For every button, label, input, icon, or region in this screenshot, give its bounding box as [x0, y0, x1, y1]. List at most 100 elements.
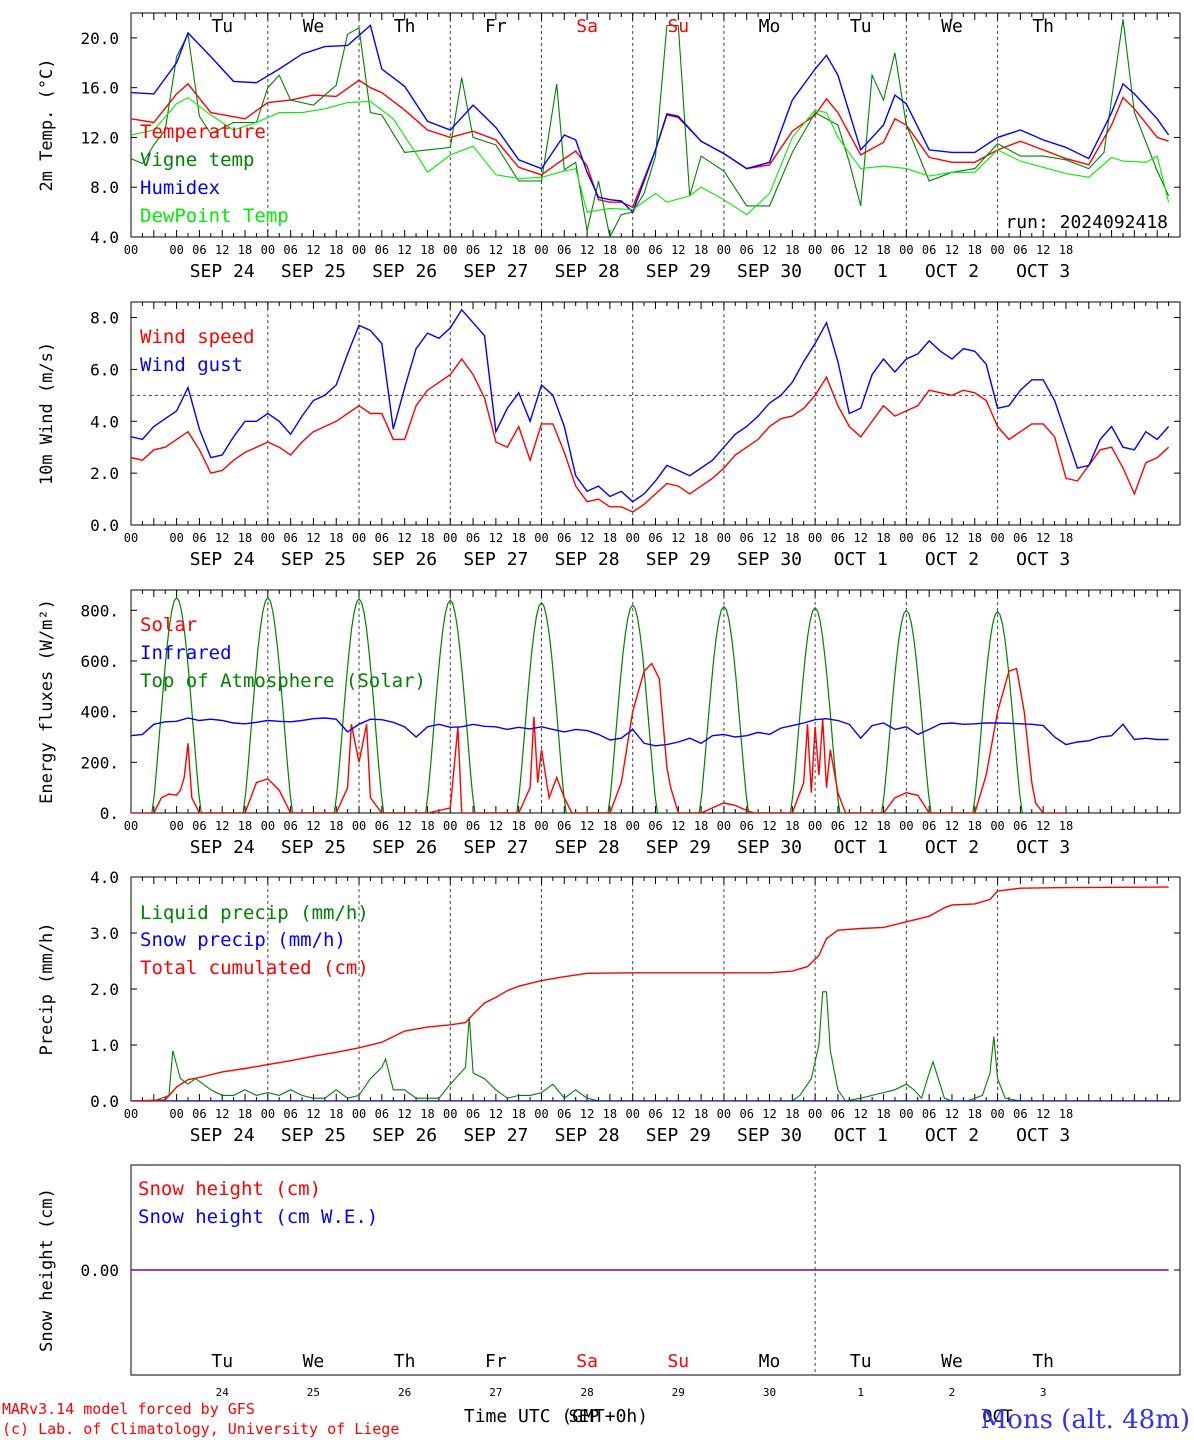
hour-tick-label: 18	[603, 1107, 617, 1121]
hour-tick-label: 12	[671, 1107, 685, 1121]
y-tick-label: 8.0	[90, 309, 119, 328]
date-label: SEP 24	[190, 837, 255, 858]
weekday-label: Tu	[850, 16, 872, 37]
hour-tick-label: 18	[1059, 819, 1073, 833]
date-label: SEP 25	[281, 549, 346, 570]
date-label: SEP 27	[463, 837, 528, 858]
hour-tick-label: 18	[603, 531, 617, 545]
weekday-label: Fr	[485, 16, 507, 37]
panel-3: 00 06 12 18 SEP 24 00 06 12 18 SEP 25 00 06 12 18 SEP …	[37, 589, 1181, 858]
date-label: OCT 1	[834, 261, 888, 282]
hour-tick-label: 06	[922, 819, 936, 833]
hour-tick-label: 12	[945, 243, 959, 257]
y-tick-label: 4.0	[90, 868, 119, 887]
hour-tick-label: 06	[831, 243, 845, 257]
y-tick-label: 200.	[80, 753, 119, 772]
weekday-label: Mo	[759, 1351, 781, 1372]
hour-tick-label: 00	[717, 819, 731, 833]
legend-entry: Top of Atmosphere (Solar)	[140, 670, 426, 692]
hour-tick-label: 00	[124, 819, 138, 833]
hour-tick-label: 06	[375, 819, 389, 833]
y-tick-label: 0.	[100, 804, 119, 823]
hour-tick-label: 00	[717, 1107, 731, 1121]
x-axis-title: Time UTC (GMT+0h)	[464, 1406, 648, 1427]
day-number: 30	[763, 1386, 776, 1399]
y-tick-label: 4.0	[90, 228, 119, 247]
hour-tick-label: 00	[169, 531, 183, 545]
hour-tick-label: 18	[329, 243, 343, 257]
hour-tick-label: 00	[261, 1107, 275, 1121]
series-line-infrared	[131, 717, 1169, 747]
date-label: SEP 26	[372, 1125, 437, 1146]
hour-tick-label: 00	[808, 819, 822, 833]
legend-entry: Temperature	[140, 121, 266, 143]
hour-tick-label: 00	[352, 531, 366, 545]
hour-tick-label: 00	[443, 243, 457, 257]
hour-tick-label: 00	[625, 243, 639, 257]
hour-tick-label: 18	[694, 243, 708, 257]
y-tick-label: 2.0	[90, 464, 119, 483]
hour-tick-label: 12	[580, 531, 594, 545]
hour-tick-label: 18	[968, 531, 982, 545]
y-tick-label: 0.00	[80, 1261, 119, 1280]
hour-tick-label: 12	[580, 243, 594, 257]
date-label: OCT 3	[1016, 261, 1070, 282]
weekday-label: Su	[667, 16, 689, 37]
hour-tick-label: 12	[762, 531, 776, 545]
hour-tick-label: 18	[511, 1107, 525, 1121]
hour-tick-label: 00	[534, 1107, 548, 1121]
hour-tick-label: 00	[990, 243, 1004, 257]
day-number: 29	[672, 1386, 685, 1399]
weekday-label: Sa	[576, 1351, 598, 1372]
hour-tick-label: 12	[397, 1107, 411, 1121]
day-number: 1	[857, 1386, 864, 1399]
hour-tick-label: 06	[283, 243, 297, 257]
date-label: SEP 29	[646, 549, 711, 570]
hour-tick-label: 12	[671, 819, 685, 833]
date-label: SEP 26	[372, 549, 437, 570]
hour-tick-label: 12	[1036, 1107, 1050, 1121]
hour-tick-label: 18	[968, 1107, 982, 1121]
hour-tick-label: 12	[854, 819, 868, 833]
y-axis-label: 2m Temp. (°C)	[37, 58, 57, 191]
hour-tick-label: 06	[1013, 243, 1027, 257]
hour-tick-label: 12	[489, 243, 503, 257]
legend-entry: Vigne temp	[140, 149, 254, 171]
hour-tick-label: 18	[420, 531, 434, 545]
panel-2: 00 06 12 18 SEP 24 00 06 12 18 SEP 25 00 06 12 18 SEP …	[37, 301, 1181, 570]
weekday-label: We	[303, 1351, 325, 1372]
weekday-label: Th	[1032, 16, 1054, 37]
panel-1: 00 06 12 18 SEP 24 00 06 12 18 SEP 25 00 06 12 18 SEP …	[37, 12, 1181, 282]
y-tick-label: 0.0	[90, 516, 119, 535]
hour-tick-label: 00	[261, 531, 275, 545]
hour-tick-label: 00	[352, 1107, 366, 1121]
plot-area	[131, 19, 1170, 237]
date-label: SEP 25	[281, 261, 346, 282]
weekday-label: Th	[394, 16, 416, 37]
legend-entry: Wind gust	[140, 354, 243, 376]
hour-tick-label: 12	[306, 531, 320, 545]
date-label: OCT 1	[834, 1125, 888, 1146]
hour-tick-label: 06	[739, 819, 753, 833]
y-tick-label: 16.0	[80, 79, 119, 98]
hour-tick-label: 06	[831, 1107, 845, 1121]
hour-tick-label: 06	[648, 1107, 662, 1121]
day-number: 28	[580, 1386, 593, 1399]
hour-tick-label: 12	[489, 531, 503, 545]
weekday-label: Tu	[211, 16, 233, 37]
y-tick-label: 800.	[80, 601, 119, 620]
hour-tick-label: 12	[397, 243, 411, 257]
hour-tick-label: 00	[443, 1107, 457, 1121]
hour-tick-label: 06	[192, 819, 206, 833]
date-label: SEP 27	[463, 261, 528, 282]
weekday-label: Fr	[485, 1351, 507, 1372]
weekday-label: Tu	[850, 1351, 872, 1372]
hour-tick-label: 18	[238, 243, 252, 257]
hour-tick-label: 00	[625, 531, 639, 545]
y-tick-label: 0.0	[90, 1092, 119, 1111]
hour-tick-label: 00	[899, 243, 913, 257]
date-label: OCT 2	[925, 261, 979, 282]
hour-tick-label: 06	[375, 1107, 389, 1121]
hour-tick-label: 12	[580, 819, 594, 833]
hour-tick-label: 18	[329, 531, 343, 545]
